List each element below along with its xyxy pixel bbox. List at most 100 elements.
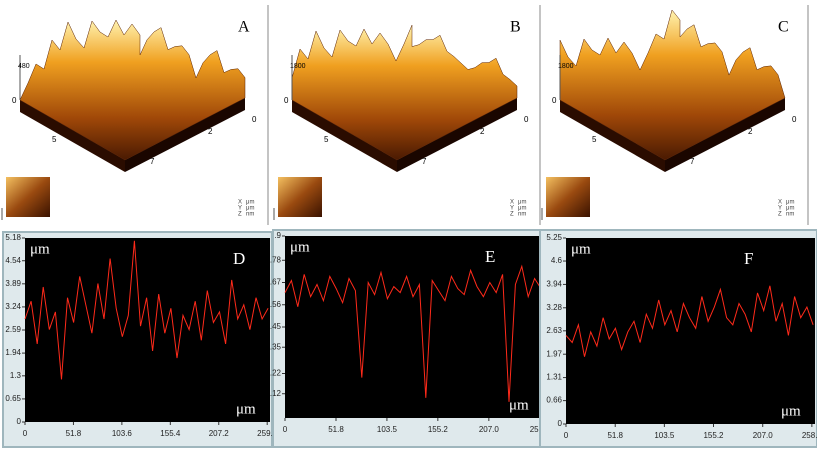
panel-letter: E: [485, 247, 495, 266]
x-tick-label: 155.4: [160, 429, 181, 438]
axis-tick: 0: [12, 96, 17, 105]
z-tick: 1800: [290, 63, 306, 70]
axis-tick: 2: [480, 127, 485, 136]
surface-top: [19, 19, 246, 161]
plot-area: [566, 238, 815, 424]
y-tick-label: .45: [270, 322, 282, 331]
y-tick-label: 1.31: [546, 373, 562, 382]
x-tick-label: 103.5: [377, 425, 398, 434]
axis-unit: μm: [246, 206, 254, 212]
panel-letter: F: [744, 249, 753, 268]
x-tick-label: 51.8: [66, 429, 82, 438]
y-tick-label: 0.66: [546, 396, 562, 405]
axis-tick: 0: [792, 115, 797, 124]
y-tick-label: 3.24: [5, 302, 21, 311]
x-tick-label: 0: [23, 429, 28, 438]
surface-top: [291, 24, 518, 161]
x-axis-label: μm: [781, 403, 801, 419]
x-axis-label: μm: [236, 401, 256, 417]
x-tick-label: 103.5: [654, 431, 675, 440]
x-tick-label: 0: [283, 425, 288, 434]
axis-name: X: [510, 200, 514, 206]
axis-name: Z: [510, 212, 514, 218]
axis-tick: 7: [422, 157, 427, 166]
thumbnail: [546, 177, 590, 217]
afm-panel: A 480 0 5 7 2 0 X μm Y μm Z nm: [1, 5, 269, 225]
axis-unit: nm: [246, 212, 254, 218]
axis-unit: nm: [518, 212, 526, 218]
y-tick-label: 0.65: [5, 394, 21, 403]
axis-name: Y: [238, 206, 242, 212]
x-tick-label: 207.0: [479, 425, 500, 434]
y-tick-label: 0: [558, 419, 563, 428]
y-tick-label: 3.94: [546, 280, 562, 289]
panel-letter: C: [778, 19, 789, 36]
axis-tick: 0: [524, 115, 529, 124]
z-tick: 480: [18, 63, 30, 70]
axis-name: Y: [778, 206, 782, 212]
y-tick-label: .12: [270, 389, 282, 398]
surface-side: [665, 98, 785, 172]
axis-tick: 5: [52, 135, 57, 144]
y-tick-label: 3.28: [546, 303, 562, 312]
surface-side: [560, 100, 665, 172]
axis-tick: 0: [252, 115, 257, 124]
axis-tick: 2: [208, 127, 213, 136]
y-tick-label: 1.94: [5, 348, 21, 357]
plot-area: [285, 236, 543, 418]
y-axis-label: μm: [30, 241, 50, 257]
y-tick-label: .78: [270, 255, 282, 264]
y-tick-label: .56: [270, 300, 282, 309]
y-tick-label: 1.97: [546, 349, 562, 358]
y-tick-label: 0: [17, 417, 22, 426]
profile-line: [284, 264, 542, 402]
x-tick-label: 207.2: [209, 429, 230, 438]
panel-letter: A: [238, 19, 250, 36]
x-tick-label: 51.8: [328, 425, 344, 434]
surface-top: [559, 9, 786, 161]
x-tick-label: 207.0: [753, 431, 774, 440]
y-tick-label: 4.6: [551, 256, 563, 265]
plot-area: [25, 238, 270, 422]
y-tick-label: 2.59: [5, 325, 21, 334]
axis-unit: μm: [246, 200, 254, 206]
y-tick-label: 4.54: [5, 256, 21, 265]
thumbnail: [6, 177, 50, 217]
surface-side: [292, 100, 397, 172]
panel-letter: B: [510, 19, 521, 36]
profile-line: [565, 285, 814, 357]
axis-unit: μm: [786, 206, 794, 212]
afm-panel: B 1800 0 5 7 2 0 X μm Y μm Z nm: [273, 5, 541, 225]
axis-name: X: [778, 200, 782, 206]
axis-tick: 0: [552, 96, 557, 105]
y-tick-label: .22: [270, 369, 282, 378]
surface-side: [125, 98, 245, 172]
x-axis-label: μm: [509, 397, 529, 413]
y-tick-label: 5.25: [546, 233, 562, 242]
axis-tick: 2: [748, 127, 753, 136]
axis-unit: nm: [786, 212, 794, 218]
x-tick-label: 155.2: [703, 431, 724, 440]
x-tick-label: 103.6: [112, 429, 133, 438]
x-tick-label: 0: [564, 431, 569, 440]
y-tick-label: .9: [274, 231, 281, 240]
y-tick-label: 3.89: [5, 279, 21, 288]
axis-tick: 7: [150, 157, 155, 166]
thumbnail: [278, 177, 322, 217]
axis-unit: μm: [518, 200, 526, 206]
y-tick-label: .67: [270, 278, 282, 287]
axis-tick: 7: [690, 157, 695, 166]
x-tick-label: 51.8: [607, 431, 623, 440]
x-tick-label: 155.2: [428, 425, 449, 434]
axis-tick: 0: [284, 96, 289, 105]
y-tick-label: 2.63: [546, 326, 562, 335]
axis-name: X: [238, 200, 242, 206]
y-tick-label: .35: [270, 342, 282, 351]
y-tick-label: 1.3: [10, 371, 22, 380]
axis-tick: 5: [324, 135, 329, 144]
axis-name: Z: [778, 212, 782, 218]
surface-side: [397, 98, 517, 172]
axis-unit: μm: [786, 200, 794, 206]
axis-unit: μm: [518, 206, 526, 212]
